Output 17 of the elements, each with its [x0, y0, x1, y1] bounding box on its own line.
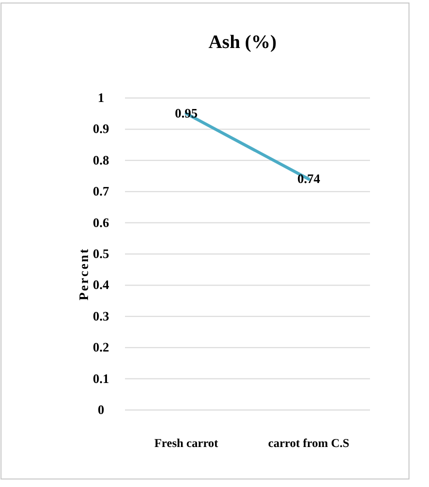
- data-label: 0.95: [174, 106, 198, 121]
- y-tick-label: 0.2: [92, 340, 110, 355]
- y-axis-title: Percent: [76, 248, 91, 300]
- y-tick-label: 0.6: [92, 214, 110, 230]
- y-tick-label: 0.5: [92, 246, 110, 261]
- x-tick-label: carrot from C.S: [268, 436, 350, 450]
- chart-title: Ash (%): [208, 32, 277, 53]
- y-tick-label: 0.8: [92, 152, 110, 168]
- y-tick-label: 0.3: [92, 308, 110, 324]
- y-tick-label: 0.7: [92, 184, 110, 199]
- y-tick-label: 0: [98, 402, 104, 417]
- y-tick-label: 0.1: [92, 370, 110, 386]
- y-tick-label: 1: [98, 90, 104, 105]
- x-tick-label: Fresh carrot: [154, 436, 218, 450]
- y-tick-label: 0.4: [92, 277, 110, 292]
- y-tick-label: 0.9: [92, 121, 110, 136]
- data-label: 0.74: [297, 171, 321, 186]
